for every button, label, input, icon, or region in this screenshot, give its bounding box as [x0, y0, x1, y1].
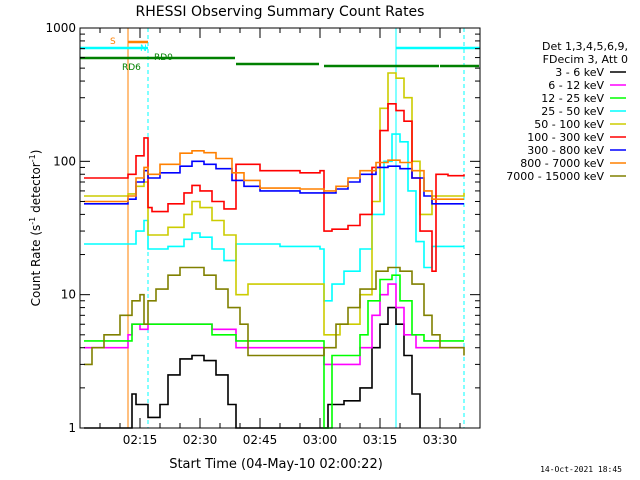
x-tick-label: 02:30 — [183, 433, 218, 447]
legend-label: 6 - 12 keV — [548, 79, 604, 92]
x-tick-label: 03:30 — [423, 433, 458, 447]
legend-label: 25 - 50 keV — [541, 105, 604, 118]
legend-label: 300 - 800 keV — [527, 144, 604, 157]
night-label: N — [140, 44, 147, 54]
series-line-0 — [84, 306, 421, 429]
series-line-7 — [84, 150, 464, 203]
y-tick-label: 1 — [68, 421, 76, 435]
saa-label: S — [110, 37, 116, 47]
x-tick-label: 03:00 — [303, 433, 338, 447]
timestamp: 14-Oct-2021 18:45 — [540, 465, 622, 474]
annotations-layer: S N RD0 RD6 — [80, 28, 480, 428]
series-line-3 — [84, 133, 464, 302]
rd0-label: RD0 — [154, 53, 173, 63]
legend: Det 1,3,4,5,6,9,FDecim 3, Att 03 - 6 keV… — [506, 40, 628, 183]
chart-title: RHESSI Observing Summary Count Rates — [136, 4, 425, 20]
rd6-label: RD6 — [122, 63, 141, 73]
legend-label: 800 - 7000 keV — [520, 157, 604, 170]
y-tick-label: 1000 — [45, 21, 76, 35]
y-tick-label: 10 — [61, 288, 76, 302]
y-axis-label: Count Rate (s-1 detector-1) — [28, 150, 43, 307]
legend-label: 7000 - 15000 keV — [506, 170, 604, 183]
legend-label: 100 - 300 keV — [527, 131, 604, 144]
x-axis-label: Start Time (04-May-10 02:00:22) — [169, 457, 383, 472]
legend-header: Det 1,3,4,5,6,9, — [542, 40, 628, 53]
series-line-4 — [84, 72, 465, 336]
series-layer — [84, 72, 465, 429]
series-line-6 — [84, 160, 464, 205]
series-line-8 — [84, 266, 465, 366]
series-line-2 — [84, 274, 464, 429]
x-tick-label: 03:15 — [363, 433, 398, 447]
x-axis: 02:15 02:30 02:45 03:00 03:15 03:30 — [99, 28, 461, 447]
y-tick-label: 100 — [53, 154, 76, 168]
legend-header: FDecim 3, Att 0 — [543, 53, 628, 66]
x-tick-label: 02:45 — [243, 433, 278, 447]
legend-label: 3 - 6 keV — [555, 66, 604, 79]
legend-label: 12 - 25 keV — [541, 92, 604, 105]
x-tick-label: 02:15 — [123, 433, 158, 447]
legend-label: 50 - 100 keV — [534, 118, 604, 131]
y-axis: 1 10 100 1000 — [45, 21, 480, 435]
